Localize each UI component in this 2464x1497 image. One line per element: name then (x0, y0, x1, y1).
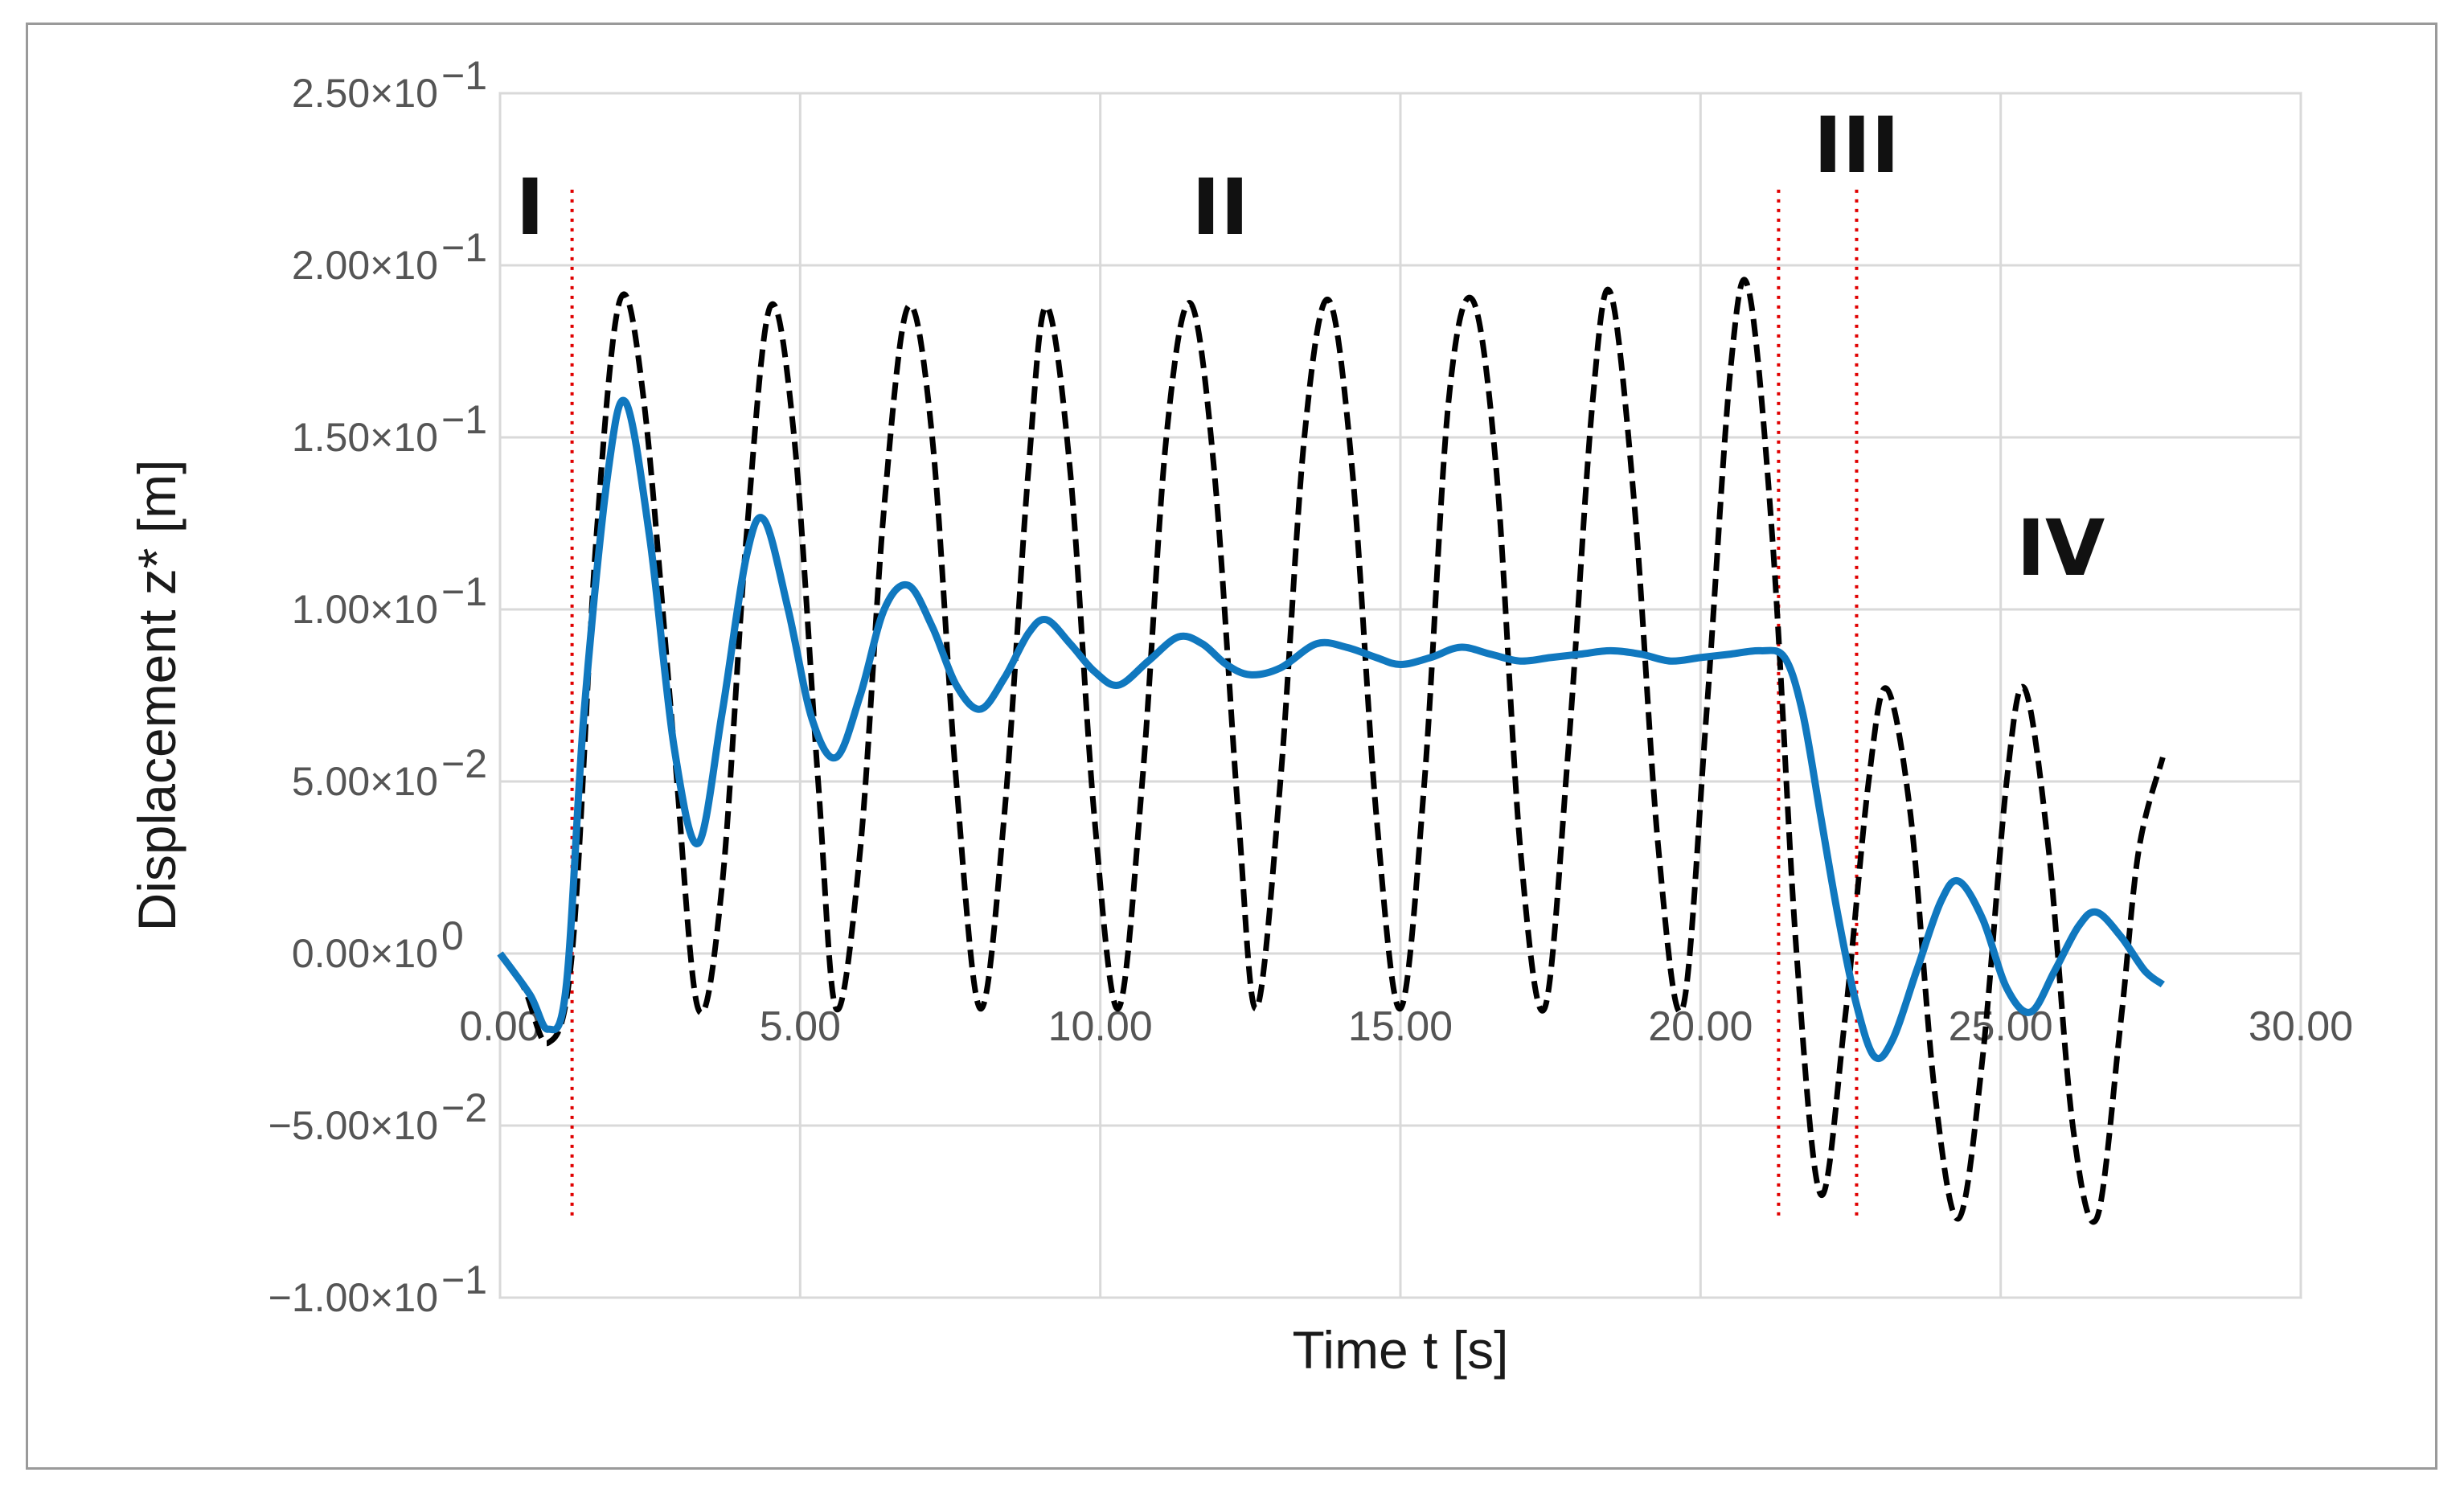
y-tick-label: −1.00×10 (269, 1275, 438, 1320)
x-tick-label: 20.00 (1648, 1003, 1753, 1050)
x-axis-title: Time t [s] (1293, 1320, 1509, 1380)
y-tick-exponent: −1 (441, 53, 487, 98)
region-label-iii: III (1814, 100, 1900, 191)
region-label-iv: IV (2016, 503, 2105, 593)
y-tick-label: 2.00×10 (292, 243, 438, 288)
y-tick-label: 0.00×10 (292, 931, 438, 976)
region-label-ii: II (1191, 162, 1248, 252)
y-tick-label: 1.50×10 (292, 415, 438, 460)
y-tick-label: −5.00×10 (269, 1103, 438, 1148)
region-boundaries (570, 189, 1859, 1219)
dashed-series-line (498, 277, 2166, 1225)
y-tick-label: 1.00×10 (292, 587, 438, 632)
y-tick-exponent: −1 (441, 1257, 487, 1302)
region-label-i: I (515, 162, 544, 252)
x-tick-label: 30.00 (2249, 1003, 2353, 1050)
y-tick-exponent: −1 (441, 397, 487, 442)
y-tick-labels: 2.50×10 −12.00×10 −11.50×10 −11.00×10 −15.00… (269, 53, 487, 1320)
y-axis-title: Displacement z* [m] (127, 460, 187, 932)
y-tick-exponent: −1 (441, 225, 487, 270)
y-tick-exponent: −2 (441, 1085, 487, 1130)
y-tick-label: 2.50×10 (292, 71, 438, 116)
y-tick-exponent: 0 (441, 913, 464, 958)
solid-series-line (497, 396, 2165, 1063)
y-tick-label: 5.00×10 (292, 759, 438, 804)
series-lines (497, 277, 2166, 1225)
gridlines (498, 92, 2302, 1299)
x-tick-label: 0.00 (459, 1003, 540, 1050)
y-tick-exponent: −1 (441, 569, 487, 614)
x-tick-label: 5.00 (760, 1003, 841, 1050)
x-tick-label: 10.00 (1048, 1003, 1153, 1050)
y-tick-exponent: −2 (441, 741, 487, 786)
